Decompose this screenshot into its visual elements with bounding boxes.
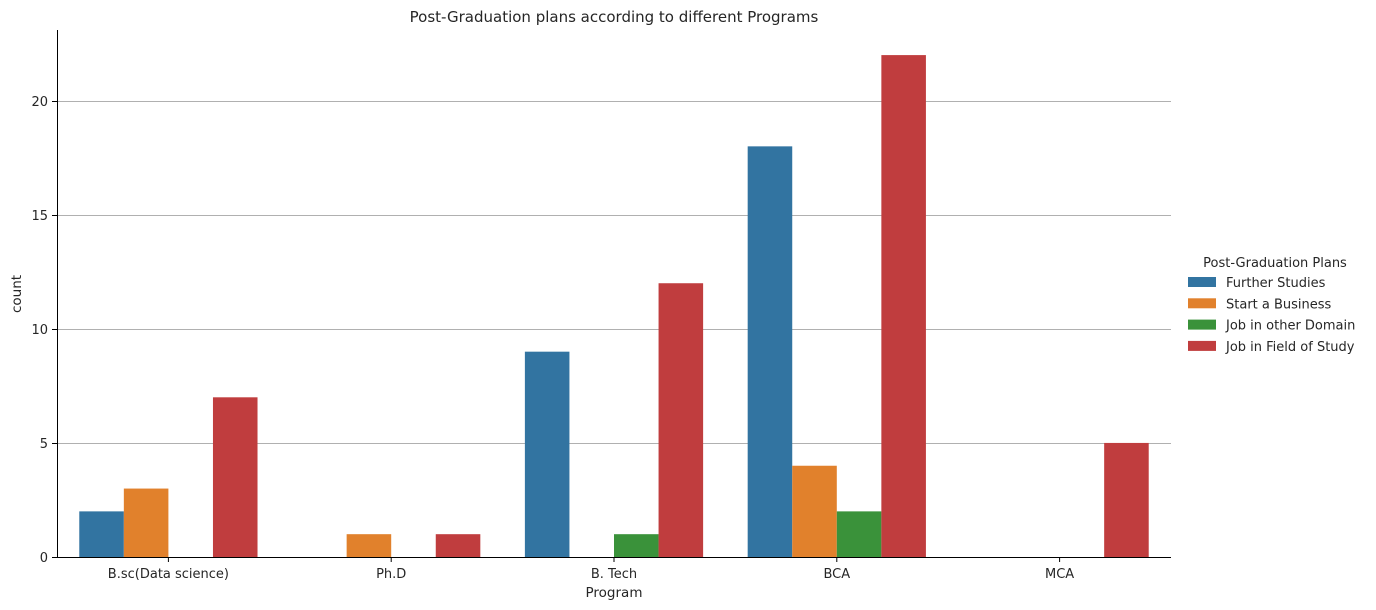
bar xyxy=(524,351,570,557)
bar xyxy=(79,511,124,557)
bar xyxy=(614,534,659,557)
legend-title: Post-Graduation Plans xyxy=(1203,256,1347,271)
y-axis-label: count xyxy=(9,275,25,313)
x-tick-label: Ph.D xyxy=(376,567,406,582)
legend-label: Job in Field of Study xyxy=(1225,340,1355,355)
bar xyxy=(123,488,169,557)
bars-group xyxy=(79,55,1149,557)
bar xyxy=(435,534,481,557)
y-tick-label: 10 xyxy=(31,323,48,338)
legend-label: Job in other Domain xyxy=(1225,319,1355,334)
x-tick-label: MCA xyxy=(1045,567,1074,582)
x-ticks: B.sc(Data science) Ph.D B. Tech BCA MCA xyxy=(108,557,1074,582)
bar xyxy=(658,283,704,557)
bar xyxy=(747,146,793,557)
legend: Post-Graduation Plans Further Studies Sta… xyxy=(1188,256,1355,355)
y-tick-label: 20 xyxy=(31,95,48,110)
y-tick-label: 5 xyxy=(40,437,48,452)
x-tick-label: BCA xyxy=(823,567,850,582)
bar xyxy=(212,397,258,557)
y-tick-label: 15 xyxy=(31,209,48,224)
bar xyxy=(346,534,392,557)
y-tick-label: 0 xyxy=(40,551,48,566)
legend-swatch xyxy=(1188,277,1216,287)
y-ticks: 0 5 10 15 20 xyxy=(31,95,57,566)
legend-swatch xyxy=(1188,298,1216,309)
legend-label: Further Studies xyxy=(1226,276,1326,291)
chart-title: Post-Graduation plans according to diffe… xyxy=(410,8,819,26)
bar xyxy=(836,511,882,557)
x-tick-label: B.sc(Data science) xyxy=(108,567,229,582)
legend-swatch xyxy=(1188,319,1216,330)
legend-swatch xyxy=(1188,340,1216,351)
bar xyxy=(881,55,926,557)
gridlines xyxy=(57,101,1171,444)
bar xyxy=(1104,442,1149,557)
bar xyxy=(792,465,837,557)
x-axis-label: Program xyxy=(586,585,643,601)
legend-label: Start a Business xyxy=(1226,297,1332,312)
x-tick-label: B. Tech xyxy=(591,567,637,582)
